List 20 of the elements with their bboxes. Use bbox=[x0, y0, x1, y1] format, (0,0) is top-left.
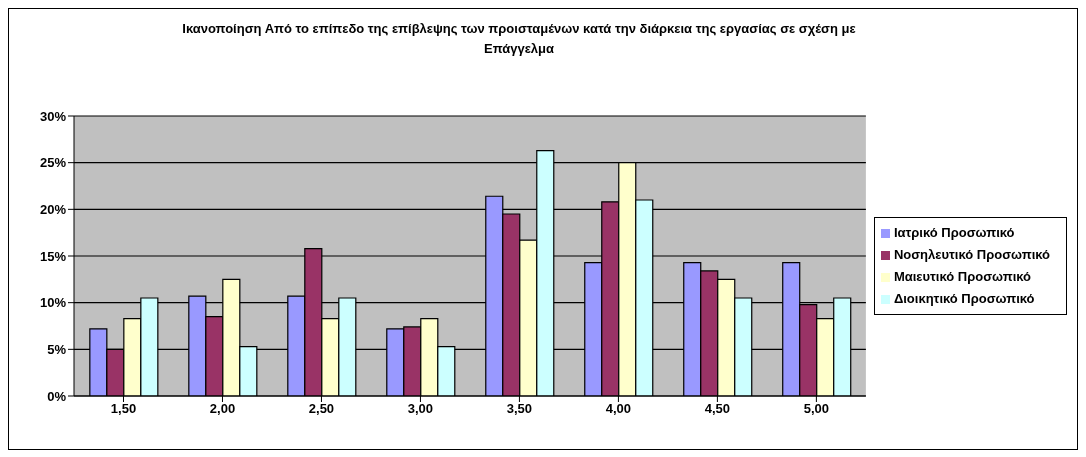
x-tick-label: 2,00 bbox=[209, 401, 236, 417]
x-tick-label: 1,50 bbox=[110, 401, 137, 417]
x-tick-label: 4,00 bbox=[605, 401, 632, 417]
chart-title: Ικανοποίηση Από το επίπεδο της επίβλεψης των προισταμένων κατά την διάρκεια της εργασίας σε σχέση με Επάγγελμα bbox=[181, 20, 857, 58]
y-tick-label: 25% bbox=[39, 155, 67, 171]
y-tick-label: 5% bbox=[47, 341, 67, 357]
x-tick-label: 3,50 bbox=[506, 401, 533, 417]
y-tick-label: 10% bbox=[39, 295, 67, 311]
y-tick-label: 15% bbox=[39, 248, 67, 264]
y-tick-label: 20% bbox=[39, 201, 67, 217]
legend-label: Διοικητικό Προσωπικό bbox=[893, 291, 1035, 306]
y-tick-label: 0% bbox=[47, 388, 67, 404]
x-tick-label: 4,50 bbox=[704, 401, 731, 417]
legend-label: Ιατρικό Προσωπικό bbox=[893, 225, 1015, 240]
x-tick-label: 3,00 bbox=[407, 401, 434, 417]
legend-label: Νοσηλευτικό Προσωπικό bbox=[893, 247, 1050, 262]
legend-label: Μαιευτικό Προσωπικό bbox=[893, 269, 1032, 284]
x-tick-label: 2,50 bbox=[308, 401, 335, 417]
y-tick-label: 30% bbox=[39, 108, 67, 124]
x-tick-label: 5,00 bbox=[803, 401, 830, 417]
